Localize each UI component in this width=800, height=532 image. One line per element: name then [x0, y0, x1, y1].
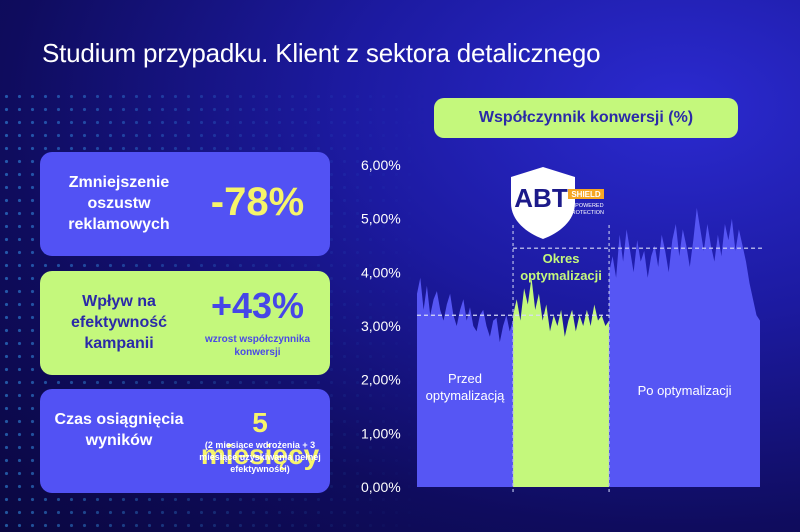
page-title: Studium przypadku. Klient z sektora deta… [42, 38, 601, 68]
logo-tag-bg [568, 189, 604, 199]
y-tick-label: 4,00% [361, 264, 401, 280]
y-tick-label: 2,00% [361, 372, 401, 388]
logo-line2: PROTECTION [568, 210, 604, 216]
y-axis-ticks: 6,00% 5,00% 4,00% 3,00% 2,00% 1,00% 0,00% [361, 157, 401, 495]
abt-shield-logo: ABT SHIELD AI POWERED PROTECTION [511, 167, 604, 239]
fraud-reduction-card: Zmniejszenie oszustw reklamowych -78% [40, 152, 330, 256]
y-tick-label: 0,00% [361, 479, 401, 495]
area-segment-1 [417, 277, 514, 487]
segment-label-1: Przed optymalizacją [426, 371, 506, 403]
conversion-rate-chart: 6,00% 5,00% 4,00% 3,00% 2,00% 1,00% 0,00% Prze… [361, 157, 762, 495]
reference-lines [417, 225, 762, 493]
area-segment-2 [513, 277, 610, 487]
time-to-results-label: Czas osiągnięcia wyników [54, 411, 184, 449]
time-to-results-card: Czas osiągnięcia wyników 5 miesięcy (2 m… [40, 389, 330, 493]
time-to-results-value: 5 miesięcy [200, 407, 320, 470]
chart-title: Współczynnik konwersji (%) [434, 98, 738, 138]
segment-label-3: Po optymalizacji [638, 383, 732, 398]
logo-text: ABT [514, 183, 568, 213]
segment-label-2: Okres optymalizacji [520, 251, 602, 283]
logo-tag: SHIELD [571, 190, 601, 199]
y-tick-label: 5,00% [361, 211, 401, 227]
campaign-efficiency-label: Wpływ na efektywność kampanii [70, 293, 168, 352]
y-tick-label: 3,00% [361, 318, 401, 334]
campaign-efficiency-card: Wpływ na efektywność kampanii +43% wzros… [40, 271, 330, 375]
area-segment-3 [609, 207, 760, 487]
fraud-reduction-label: Zmniejszenie oszustw reklamowych [68, 174, 170, 233]
shield-icon [511, 167, 575, 239]
area-layer [417, 207, 760, 487]
time-to-results-subtext: (2 miesiące wdrożenia + 3 miesiące uzysk… [199, 440, 321, 474]
fraud-reduction-value: -78% [210, 180, 305, 224]
campaign-efficiency-subtext: wzrost współczynnika konwersji [204, 334, 311, 358]
y-tick-label: 6,00% [361, 157, 401, 173]
logo-line1: AI POWERED [568, 203, 603, 209]
y-tick-label: 1,00% [361, 425, 401, 441]
segment-labels: Przed optymalizacją Okres optymalizacji Po o… [426, 251, 732, 403]
campaign-efficiency-value: +43% [210, 285, 305, 326]
